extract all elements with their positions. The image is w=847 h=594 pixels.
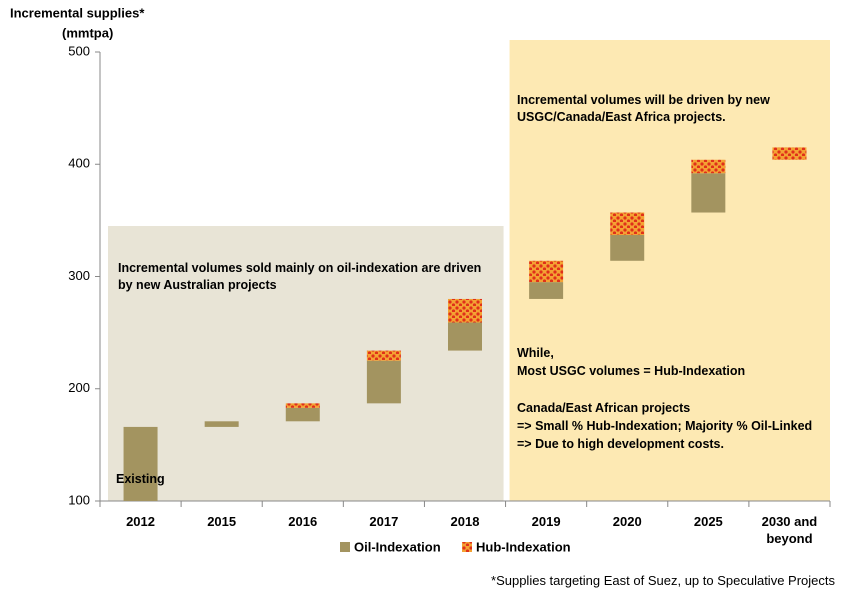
legend-swatch bbox=[340, 542, 350, 552]
y-tick-label: 400 bbox=[68, 156, 90, 171]
x-tick-label: 2012 bbox=[126, 514, 155, 529]
hub-bar bbox=[366, 350, 401, 361]
x-tick-label: 2025 bbox=[693, 514, 723, 529]
x-tick-label: 2030 and beyond bbox=[761, 514, 818, 546]
right-note: Canada/East African projects bbox=[517, 401, 691, 415]
right-note: => Small % Hub-Indexation; Majority % Oi… bbox=[517, 419, 813, 433]
oil-bar bbox=[285, 407, 320, 422]
left-region bbox=[108, 226, 504, 501]
hub-bar bbox=[285, 403, 320, 408]
x-tick-label: 2015 bbox=[207, 514, 237, 529]
y-tick-label: 100 bbox=[68, 492, 90, 507]
legend-label: Oil-Indexation bbox=[354, 539, 441, 554]
y-tick-label: 500 bbox=[68, 43, 90, 58]
right-note: While, bbox=[517, 346, 554, 360]
right-note: Most USGC volumes = Hub-Indexation bbox=[517, 364, 746, 378]
oil-bar bbox=[448, 322, 482, 351]
y-tick-label: 300 bbox=[68, 268, 90, 283]
x-tick-label: 2016 bbox=[288, 514, 318, 529]
oil-bar bbox=[123, 426, 158, 501]
hub-bar bbox=[772, 147, 807, 160]
hub-bar bbox=[529, 260, 564, 283]
right-note: => Due to high development costs. bbox=[517, 437, 724, 451]
y-axis-title: Incremental supplies* bbox=[10, 5, 145, 20]
hub-bar bbox=[448, 298, 482, 323]
x-tick-label: 2020 bbox=[612, 514, 642, 529]
hub-bar bbox=[610, 212, 645, 235]
footnote: *Supplies targeting East of Suez, up to … bbox=[491, 573, 835, 588]
left-annotation: Incremental volumes sold mainly on oil-i… bbox=[118, 261, 482, 292]
x-tick-label: 2019 bbox=[531, 514, 561, 529]
existing-label: Existing bbox=[116, 472, 165, 486]
oil-bar bbox=[529, 282, 564, 299]
y-axis-title: (mmtpa) bbox=[62, 25, 113, 40]
hub-bar bbox=[691, 159, 726, 174]
oil-bar bbox=[610, 234, 645, 261]
legend-swatch bbox=[462, 542, 472, 552]
right-annotation: Incremental volumes will be driven by ne… bbox=[517, 93, 770, 124]
x-tick-label: 2017 bbox=[369, 514, 399, 529]
oil-bar bbox=[366, 360, 401, 404]
x-tick-label: 2018 bbox=[450, 514, 480, 529]
y-tick-label: 200 bbox=[68, 380, 90, 395]
legend-label: Hub-Indexation bbox=[476, 539, 571, 554]
oil-bar bbox=[204, 421, 239, 427]
oil-bar bbox=[691, 173, 726, 213]
